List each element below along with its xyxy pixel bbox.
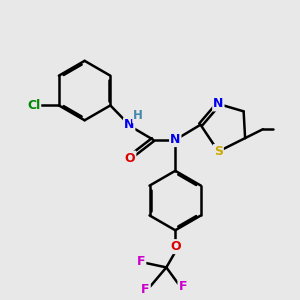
Text: F: F [141, 283, 150, 296]
Text: N: N [124, 118, 134, 131]
Text: H: H [133, 109, 143, 122]
Text: N: N [170, 133, 181, 146]
Text: O: O [170, 240, 181, 253]
Text: O: O [125, 152, 135, 164]
Text: S: S [214, 145, 223, 158]
Text: F: F [178, 280, 187, 293]
Text: F: F [137, 255, 145, 268]
Text: N: N [213, 98, 224, 110]
Text: Cl: Cl [27, 99, 40, 112]
